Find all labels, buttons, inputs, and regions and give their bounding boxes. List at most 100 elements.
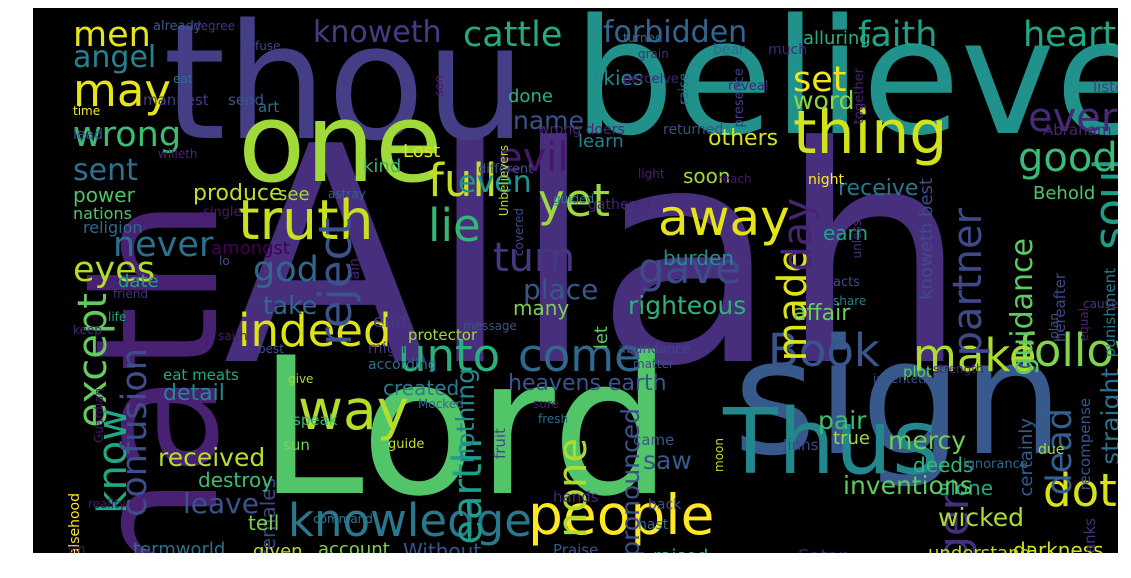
word: equal bbox=[1077, 308, 1091, 342]
word: angel bbox=[73, 40, 157, 75]
word: Mocked bbox=[418, 397, 464, 411]
word: knoweth bbox=[313, 15, 442, 50]
word: skies bbox=[593, 66, 644, 90]
word: yet bbox=[538, 174, 610, 227]
word: see bbox=[278, 184, 310, 205]
word: reveal bbox=[728, 79, 769, 94]
word: perceive bbox=[623, 72, 679, 87]
word: strength bbox=[933, 362, 984, 376]
word: rain bbox=[347, 258, 363, 286]
word: day bbox=[775, 198, 821, 272]
word: understand bbox=[928, 545, 1031, 554]
word: termworld bbox=[133, 539, 226, 554]
word: message bbox=[463, 319, 517, 333]
word: guide bbox=[388, 437, 425, 452]
word: ranks bbox=[1081, 518, 1099, 553]
word: end bbox=[373, 311, 407, 332]
word: Without bbox=[403, 539, 482, 553]
word: Lost bbox=[403, 141, 441, 162]
word: unto bbox=[398, 329, 501, 382]
word: one bbox=[238, 79, 443, 207]
word: light bbox=[638, 167, 665, 181]
word: Unbelievers bbox=[497, 145, 511, 217]
word: raise bbox=[677, 73, 692, 105]
word: turned bbox=[623, 31, 663, 45]
word: punishment bbox=[1101, 268, 1118, 358]
word: god bbox=[253, 250, 319, 290]
word: wrong doers bbox=[538, 122, 625, 138]
word: many bbox=[513, 296, 570, 320]
word: might bbox=[368, 339, 412, 357]
word: keep bbox=[73, 323, 102, 337]
word: speak bbox=[293, 411, 338, 429]
word: willeth bbox=[158, 147, 198, 161]
word: plot bbox=[903, 363, 932, 381]
word: indeed bbox=[238, 304, 392, 357]
word: kind bbox=[363, 156, 402, 177]
word: turn bbox=[493, 235, 576, 281]
word: knowledge bbox=[288, 494, 532, 547]
word: acts bbox=[833, 275, 860, 290]
word: straight bbox=[1096, 368, 1118, 465]
word: good bbox=[1018, 135, 1118, 181]
word: cattle bbox=[463, 15, 563, 55]
word: eyes bbox=[73, 250, 156, 290]
word: guided bbox=[553, 192, 595, 206]
word: son bbox=[432, 75, 446, 97]
word: men bbox=[73, 15, 151, 55]
word: follow bbox=[1018, 324, 1118, 377]
word: sign bbox=[733, 304, 1064, 491]
word: lie bbox=[428, 199, 481, 252]
word: presence bbox=[732, 68, 747, 128]
word: thou bbox=[163, 8, 527, 176]
word: people bbox=[528, 483, 715, 547]
word: hast bbox=[638, 517, 669, 533]
word: covered bbox=[512, 208, 526, 257]
word: lead bbox=[73, 127, 103, 143]
word: share bbox=[833, 294, 867, 308]
word: sin bbox=[68, 542, 86, 553]
word: amongst bbox=[211, 238, 290, 259]
word: recompense bbox=[1076, 398, 1094, 491]
word: life bbox=[108, 310, 127, 324]
word: produce bbox=[193, 181, 283, 206]
word: date bbox=[118, 271, 159, 292]
word: saith bbox=[218, 329, 248, 343]
word: soon bbox=[683, 164, 731, 188]
word: even bbox=[458, 165, 532, 200]
word: may bbox=[73, 64, 172, 117]
word: knoweth best bbox=[916, 178, 937, 300]
word: eat meats bbox=[163, 366, 239, 384]
word: night bbox=[808, 172, 845, 188]
word: saw bbox=[643, 446, 692, 475]
word: sun bbox=[283, 436, 310, 454]
word: righteous bbox=[628, 291, 747, 320]
word: art bbox=[258, 98, 280, 116]
word: wicked bbox=[938, 503, 1024, 532]
word: Praise bbox=[553, 541, 599, 554]
word: came bbox=[633, 431, 675, 449]
word: never bbox=[113, 225, 214, 265]
word: detail bbox=[163, 381, 225, 406]
word: account bbox=[318, 539, 390, 554]
word: affair bbox=[793, 301, 851, 326]
word: refuse bbox=[243, 39, 281, 53]
word: manifest bbox=[143, 91, 209, 109]
word: thing bbox=[793, 98, 948, 168]
word: Satan bbox=[798, 548, 850, 554]
word: full bbox=[428, 154, 498, 207]
word: time bbox=[73, 104, 101, 118]
word: send bbox=[228, 91, 265, 109]
word: together bbox=[852, 68, 867, 124]
word: truth bbox=[238, 188, 374, 252]
word: make bbox=[913, 329, 1037, 382]
word: different bbox=[478, 162, 534, 177]
word: fruit bbox=[491, 428, 509, 460]
word: listen bbox=[1093, 78, 1118, 96]
word: alluring bbox=[803, 28, 871, 49]
word: tell bbox=[248, 511, 280, 535]
word: astray bbox=[328, 187, 366, 201]
word: receive bbox=[838, 176, 919, 201]
word: faith bbox=[858, 15, 938, 55]
word: single bbox=[203, 205, 242, 220]
